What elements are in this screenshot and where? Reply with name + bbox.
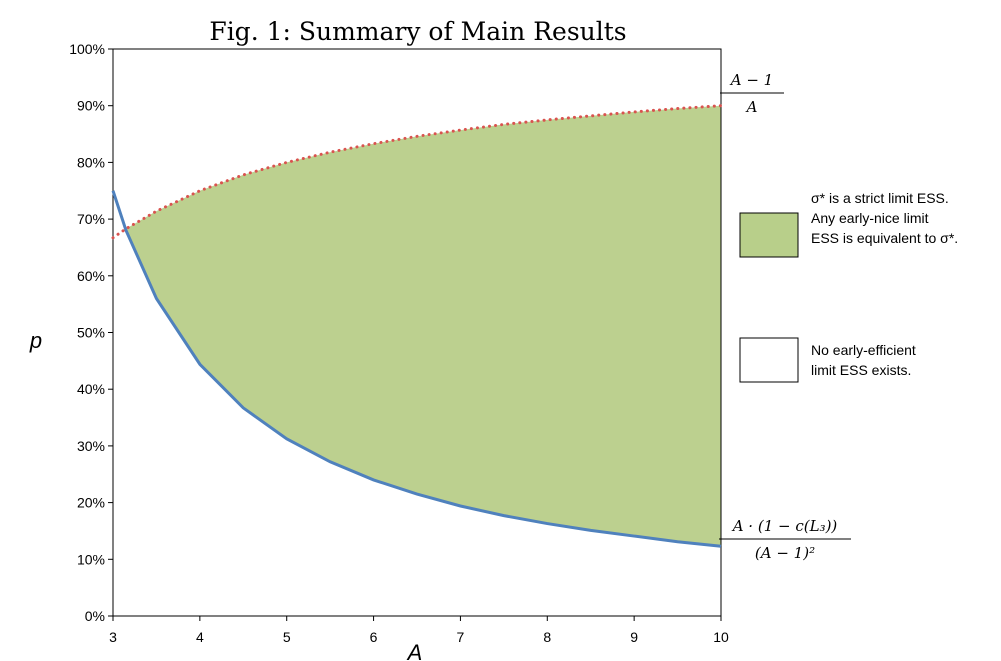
x-tick-label: 4 (196, 629, 204, 645)
fraction-numerator: A · (1 − c(L₃)) (731, 517, 838, 535)
y-tick-label: 70% (77, 211, 105, 227)
x-tick-label: 9 (630, 629, 638, 645)
y-tick-label: 40% (77, 381, 105, 397)
x-tick-label: 10 (713, 629, 729, 645)
fraction-denominator: A (745, 98, 758, 116)
legend-swatch (739, 337, 799, 383)
fraction-denominator: (A − 1)² (755, 544, 815, 562)
x-tick-label: 7 (457, 629, 465, 645)
y-tick-label: 20% (77, 495, 105, 511)
y-tick-label: 100% (69, 41, 105, 57)
x-axis-label: A (406, 640, 423, 661)
x-tick-label: 3 (109, 629, 117, 645)
legend-label: No early-efficient (811, 342, 916, 358)
legend-label: σ* is a strict limit ESS. (811, 190, 949, 206)
curve-labels: A − 1 A A · (1 − c(L₃)) (A − 1)² (719, 71, 851, 562)
y-tick-label: 10% (77, 551, 105, 567)
y-axis-label: p (29, 328, 42, 353)
legend: σ* is a strict limit ESS. Any early-nice … (739, 190, 958, 383)
upper-curve (111, 104, 723, 240)
chart-title: Fig. 1: Summary of Main Results (209, 17, 626, 46)
legend-label: limit ESS exists. (811, 362, 911, 378)
y-tick-label: 50% (77, 325, 105, 341)
plot-area (111, 48, 723, 617)
lower-curve (111, 190, 722, 548)
legend-entry: No early-efficient limit ESS exists. (739, 337, 916, 383)
lower-curve-label: A · (1 − c(L₃)) (A − 1)² (719, 517, 851, 562)
y-tick-label: 0% (85, 608, 105, 624)
shaded-region (126, 105, 722, 547)
x-axis: 3 4 5 6 7 8 9 10 (109, 616, 729, 645)
x-tick-label: 8 (543, 629, 551, 645)
y-tick-label: 30% (77, 438, 105, 454)
x-tick-label: 6 (370, 629, 378, 645)
legend-label: Any early-nice limit (811, 210, 929, 226)
upper-curve-label: A − 1 A (720, 71, 784, 116)
x-tick-label: 5 (283, 629, 291, 645)
y-tick-label: 80% (77, 154, 105, 170)
y-tick-label: 90% (77, 98, 105, 114)
legend-swatch (739, 212, 799, 258)
y-axis: 0% 10% 20% 30% 40% 50% 60% 70% 80% 90% 100% (69, 41, 113, 624)
legend-label: ESS is equivalent to σ*. (811, 230, 958, 246)
y-tick-label: 60% (77, 268, 105, 284)
fraction-numerator: A − 1 (729, 71, 773, 89)
legend-entry: σ* is a strict limit ESS. Any early-nice … (739, 190, 958, 258)
